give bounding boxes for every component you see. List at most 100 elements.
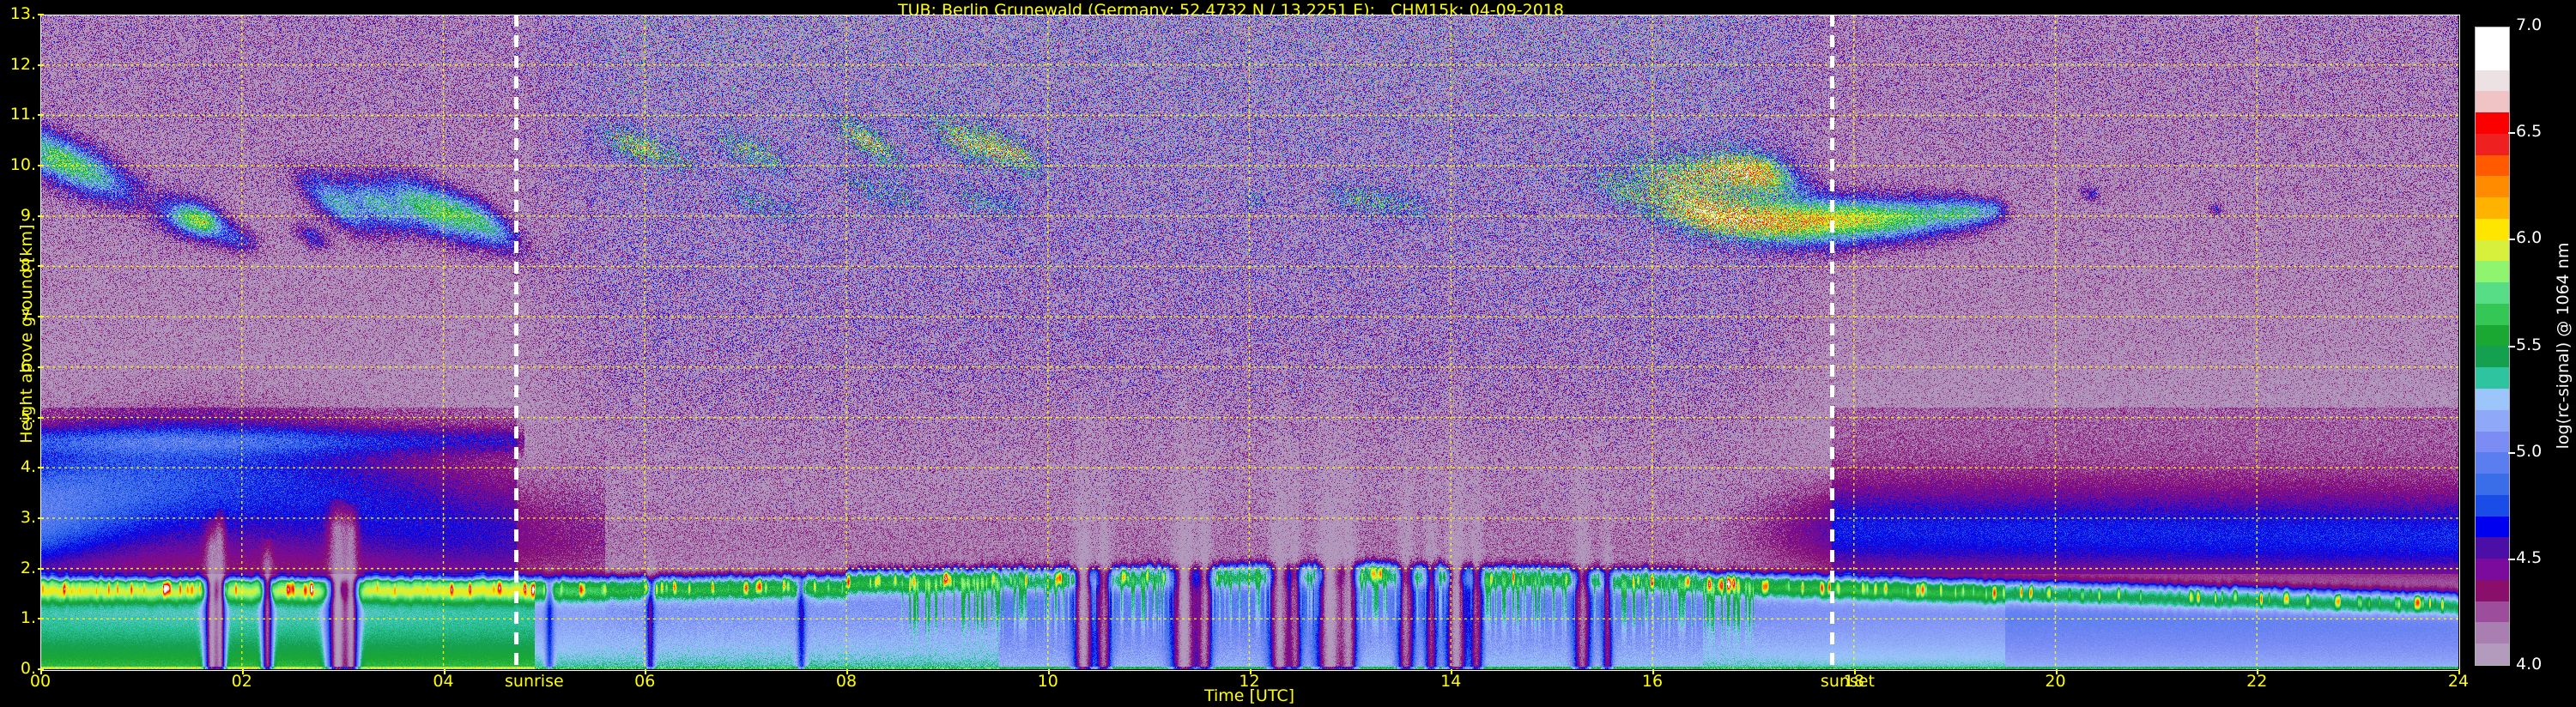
colorbar-tick-label: 5.0 (2516, 441, 2543, 461)
x-tick-label: 04 (433, 672, 454, 691)
colorbar-tick-mark (2508, 239, 2515, 241)
y-tick-label: 10. (9, 155, 36, 175)
x-tick-label: 18 (1843, 672, 1864, 691)
y-tick-label: 2. (20, 558, 36, 577)
colorbar-segment (2476, 431, 2509, 453)
heatmap-plot-area[interactable] (40, 15, 2458, 669)
x-tick-mark (1451, 669, 1453, 674)
x-tick-mark (1249, 669, 1252, 674)
x-axis-title: Time [UTC] (1203, 686, 1295, 705)
colorbar-segment (2476, 154, 2509, 177)
x-tick-label: 02 (231, 672, 252, 691)
x-tick-mark (1047, 669, 1050, 674)
colorbar-segment (2476, 176, 2509, 198)
x-tick-mark (645, 669, 647, 674)
y-tick-mark (38, 265, 44, 268)
y-tick-mark (38, 416, 44, 419)
x-tick-label: 08 (835, 672, 858, 691)
colorbar-segment (2476, 537, 2509, 559)
y-tick-label: 0. (20, 659, 36, 678)
colorbar-segment (2476, 389, 2509, 410)
x-tick-label: 00 (29, 672, 52, 691)
colorbar-segment (2476, 644, 2509, 665)
x-tick-label: 10 (1037, 672, 1058, 691)
x-tick-mark (2257, 669, 2259, 674)
x-tick-mark (846, 669, 848, 674)
x-tick-label: 20 (2045, 672, 2066, 691)
y-tick-label: 8. (20, 256, 36, 275)
colorbar-tick-label: 4.0 (2516, 655, 2543, 674)
y-tick-mark (38, 316, 44, 318)
y-tick-label: 1. (20, 608, 36, 628)
x-tick-label: 14 (1440, 672, 1462, 691)
colorbar-segment (2476, 69, 2509, 92)
colorbar-segment (2476, 622, 2509, 644)
x-tick-mark (443, 669, 445, 674)
y-tick-label: 12. (9, 54, 36, 74)
x-tick-label: 06 (634, 672, 656, 691)
colorbar-segment (2476, 91, 2509, 113)
x-tick-mark (2055, 669, 2058, 674)
x-tick-mark (1853, 669, 1856, 674)
colorbar-segment (2476, 367, 2509, 390)
colorbar-tick-mark (2508, 345, 2515, 347)
colorbar-tick-mark (2508, 558, 2515, 560)
colorbar-segment (2476, 27, 2509, 49)
y-tick-mark (38, 467, 44, 469)
colorbar-segment (2476, 197, 2509, 219)
y-tick-label: 5. (20, 407, 36, 426)
colorbar-segment (2476, 559, 2509, 580)
x-tick-mark (1652, 669, 1654, 674)
colorbar-segment (2476, 601, 2509, 623)
colorbar-segment (2476, 579, 2509, 601)
y-tick-mark (38, 63, 44, 66)
colorbar-tick-label: 6.5 (2516, 122, 2543, 142)
colorbar-segment (2476, 48, 2509, 70)
colorbar-segment (2476, 474, 2509, 495)
colorbar-segment (2476, 239, 2509, 262)
y-tick-label: 7. (20, 306, 36, 326)
colorbar-segment (2476, 303, 2509, 325)
y-tick-mark (38, 215, 44, 217)
colorbar-tick-label: 6.0 (2516, 228, 2543, 248)
colorbar[interactable] (2475, 27, 2510, 666)
y-tick-label: 9. (20, 205, 36, 225)
y-tick-mark (38, 366, 44, 368)
y-tick-label: 6. (20, 356, 36, 376)
colorbar-segment (2476, 324, 2509, 347)
x-tick-mark (40, 669, 42, 674)
y-tick-label: 3. (20, 507, 36, 527)
x-tick-mark (241, 669, 244, 674)
y-tick-label: 4. (20, 457, 36, 477)
y-tick-mark (38, 14, 44, 15)
sunset-label: sunset (1820, 672, 1875, 691)
colorbar-segment (2476, 112, 2509, 134)
colorbar-tick-label: 7.0 (2516, 15, 2543, 34)
colorbar-segment (2476, 282, 2509, 304)
colorbar-segment (2476, 452, 2509, 474)
colorbar-tick-mark (2508, 451, 2515, 454)
x-tick-mark (2458, 669, 2460, 674)
colorbar-tick-label: 5.5 (2516, 335, 2543, 354)
y-tick-mark (38, 165, 44, 167)
y-tick-mark (38, 517, 44, 519)
colorbar-segment (2476, 218, 2509, 240)
colorbar-title: log(rc-signal) @ 1064 nm (2554, 242, 2573, 449)
colorbar-tick-label: 4.5 (2516, 547, 2543, 567)
y-tick-mark (38, 114, 44, 117)
y-tick-mark (38, 618, 44, 620)
y-tick-label: 13. (9, 4, 36, 23)
y-tick-label: 11. (9, 105, 36, 124)
x-tick-label: 24 (2447, 672, 2470, 691)
y-tick-mark (38, 567, 44, 570)
colorbar-segment (2476, 409, 2509, 432)
colorbar-tick-mark (2508, 132, 2515, 135)
colorbar-segment (2476, 516, 2509, 538)
colorbar-segment (2476, 494, 2509, 517)
colorbar-segment (2476, 346, 2509, 368)
colorbar-segment (2476, 133, 2509, 155)
x-tick-label: 16 (1641, 672, 1664, 691)
x-tick-label: 22 (2246, 672, 2268, 691)
colorbar-segment (2476, 261, 2509, 283)
